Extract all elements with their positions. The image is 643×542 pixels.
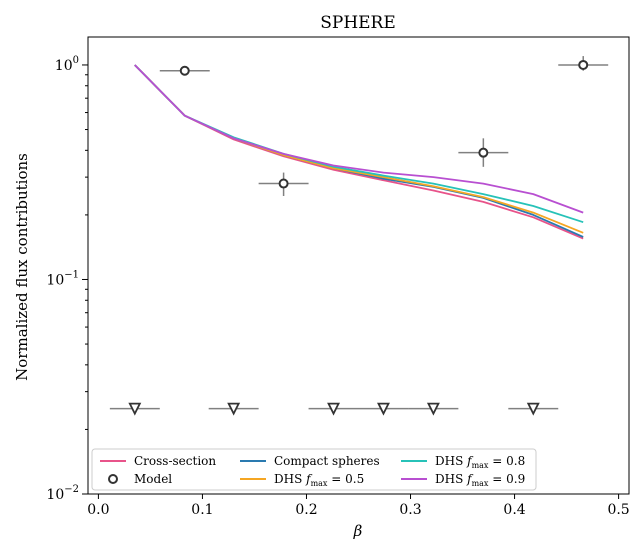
x-tick-label: 0.3 <box>399 502 421 518</box>
x-tick-label: 0.5 <box>607 502 629 518</box>
model-point <box>278 178 289 189</box>
legend: Cross-section Model Compact spheres DHS fma… <box>91 448 537 491</box>
legend-label: Model <box>134 472 172 486</box>
legend-label: DHS fmax = 0.9 <box>435 472 525 488</box>
legend-label: Compact spheres <box>274 454 380 468</box>
x-tick-label: 0.2 <box>295 502 317 518</box>
y-tick-label: 10−1 <box>46 269 79 288</box>
plot-frame <box>87 36 630 495</box>
legend-label: Cross-section <box>134 454 216 468</box>
legend-label: DHS fmax = 0.8 <box>435 454 525 470</box>
legend-marker <box>108 474 118 484</box>
series-line <box>134 64 584 240</box>
upper-limit-marker <box>526 402 540 416</box>
y-axis-label: Normalized flux contributions <box>13 153 31 381</box>
x-tick-label: 0.4 <box>503 502 525 518</box>
series-line <box>134 64 584 214</box>
model-point <box>578 59 589 70</box>
series-line <box>134 64 584 224</box>
upper-limit-marker <box>227 402 241 416</box>
x-tick-label: 0.1 <box>191 502 213 518</box>
chart-title: SPHERE <box>320 13 396 33</box>
model-point <box>179 65 190 76</box>
upper-limit-marker <box>377 402 390 416</box>
x-tick-label: 0.0 <box>87 502 109 518</box>
model-point <box>478 147 489 158</box>
plot-area: 0.0 0.1 0.2 0.3 0.4 0.5 10−2 10−1 100 Cross-secti… <box>46 36 630 518</box>
upper-limit-marker <box>128 402 142 416</box>
upper-limit-marker <box>426 402 440 416</box>
x-axis-label: β <box>353 522 363 540</box>
legend-label: DHS fmax = 0.5 <box>274 472 364 488</box>
y-tick-label: 10−2 <box>46 484 79 503</box>
upper-limit-marker <box>327 402 340 416</box>
series-line <box>134 64 584 234</box>
y-tick-label: 100 <box>55 55 79 74</box>
